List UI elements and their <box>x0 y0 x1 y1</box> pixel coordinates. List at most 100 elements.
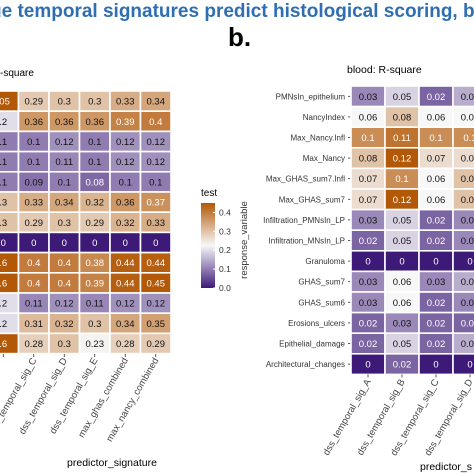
cell-value-label: 0.03 <box>461 215 474 226</box>
cell-value-label: 0.3 <box>88 319 101 330</box>
cell-value-label: 0.07 <box>359 195 378 206</box>
cell-value-label: 0.4 <box>27 258 40 269</box>
y-tick-label: NancyIndex <box>303 113 345 122</box>
cell-value-label: 0.06 <box>427 174 446 185</box>
panel-a-row: .6 0.28 0.3 0.23 0.28 0.29 <box>0 332 172 355</box>
cell-value-label: 0.03 <box>427 277 446 288</box>
cell-value-label: 0.34 <box>55 198 74 209</box>
cell-value-label: 0.1 <box>119 177 132 188</box>
legend-tick-label: 0.1 <box>219 264 231 274</box>
cell-value-label: .3 <box>0 218 7 229</box>
cell-value-label: 0.34 <box>116 319 135 330</box>
cell-value-label: 0.33 <box>147 218 166 229</box>
cell-value-label: 0.29 <box>25 97 44 108</box>
panel-b-row: Max_GHAS_sum7 0.07 0.12 0.06 0.08 <box>279 188 474 211</box>
cell-value-label: 0 <box>365 360 370 371</box>
cell-value-label: 0 <box>153 238 158 249</box>
cell-value-label: 0.44 <box>116 278 135 289</box>
cell-value-label: 0.36 <box>116 198 135 209</box>
figure-title-banner: ue temporal signatures predict histologi… <box>0 0 474 24</box>
panel-b-row: Granuloma 0 0 0 0 <box>305 250 474 273</box>
panel-b-row: Infiltration_PMNsIn_LP 0.03 0.05 0.02 0.03 <box>263 208 474 232</box>
cell-value-label: 0.07 <box>359 174 378 185</box>
y-tick-label: Max_GHAS_sum7.Infl <box>266 175 345 184</box>
cell-value-label: 0.3 <box>88 97 101 108</box>
y-tick-label: Max_GHAS_sum7 <box>279 195 346 204</box>
cell-value-label: 0 <box>92 238 97 249</box>
cell-value-label: 0.4 <box>58 258 71 269</box>
panel-b-row: Infiltration_MNsIn_LP 0.02 0.05 0.02 0.03 <box>269 229 474 252</box>
cell-value-label: 0 <box>62 238 67 249</box>
cell-value-label: 0 <box>31 238 36 249</box>
cell-value-label: 0.02 <box>461 318 474 329</box>
y-tick-label: Epithelial_damage <box>279 340 345 349</box>
cell-value-label: 0.29 <box>147 339 166 350</box>
cell-value-label: 0.04 <box>461 339 474 350</box>
cell-value-label: 0.3 <box>58 218 71 229</box>
cell-value-label: .05 <box>0 97 10 108</box>
cell-value-label: 0.1 <box>58 177 71 188</box>
cell-value-label: 0.32 <box>86 198 105 209</box>
cell-value-label: 0.34 <box>147 97 166 108</box>
panel-a-title: -square <box>0 68 34 79</box>
panel-a-row: .05 0.29 0.3 0.3 0.33 0.34 <box>0 90 172 113</box>
panel-b-row: Max_Nancy 0.08 0.12 0.07 0.07 <box>303 147 474 170</box>
cell-value-label: 0.12 <box>116 157 135 168</box>
cell-value-label: 0.1 <box>27 137 40 148</box>
cell-value-label: 0.44 <box>116 258 135 269</box>
cell-value-label: 0.12 <box>116 299 135 310</box>
cell-value-label: 0.45 <box>147 278 166 289</box>
panel-b-xlabel: predictor_s <box>420 461 472 473</box>
cell-value-label: .6 <box>0 339 7 350</box>
figure-title: ue temporal signatures predict histologi… <box>0 1 474 22</box>
cell-value-label: .1 <box>0 157 7 168</box>
cell-value-label: .3 <box>0 198 7 209</box>
legend-side-label: response_variable <box>239 201 250 279</box>
cell-value-label: 0.03 <box>461 298 474 309</box>
cell-value-label: 0.08 <box>86 177 105 188</box>
cell-value-label: 0.4 <box>58 278 71 289</box>
cell-value-label: 0.38 <box>86 258 105 269</box>
panel-a-xlabel: predictor_signature <box>67 457 157 469</box>
cell-value-label: 0.33 <box>25 198 44 209</box>
cell-value-label: 0.02 <box>427 339 446 350</box>
cell-value-label: 0.29 <box>25 218 44 229</box>
cell-value-label: 0.12 <box>55 137 74 148</box>
cell-value-label: 0.06 <box>461 112 474 123</box>
cell-value-label: 0.02 <box>427 215 446 226</box>
cell-value-label: 0.12 <box>147 137 166 148</box>
cell-value-label: 0.02 <box>359 318 378 329</box>
cell-value-label: .6 <box>0 258 7 269</box>
cell-value-label: 0 <box>467 257 472 268</box>
cell-value-label: 0.1 <box>429 133 442 144</box>
cell-value-label: 0.02 <box>359 339 378 350</box>
panel-b-row: GHAS_sum7 0.03 0.06 0.03 0.04 <box>298 270 474 293</box>
panel-b-row: Epithelial_damage 0.02 0.05 0.02 0.04 <box>279 332 474 355</box>
cell-value-label: 0.03 <box>359 298 378 309</box>
panel-a-row: .2 0.36 0.36 0.36 0.39 0.4 <box>0 110 172 133</box>
cell-value-label: 0.03 <box>359 277 378 288</box>
cell-value-label: 0.08 <box>461 195 474 206</box>
cell-value-label: 0.06 <box>393 277 412 288</box>
cell-value-label: 0.37 <box>147 198 166 209</box>
cell-value-label: 0.32 <box>116 218 135 229</box>
cell-value-label: 0 <box>1 238 6 249</box>
cell-value-label: 0.02 <box>427 298 446 309</box>
panel-a-row: 0 0 0 0 0 0 <box>0 231 172 254</box>
y-tick-label: Max_Nancy <box>303 154 345 163</box>
legend-colorbar <box>201 203 215 288</box>
cell-value-label: 0.05 <box>393 215 412 226</box>
cell-value-label: 0 <box>365 257 370 268</box>
panel-a-row: .1 0.1 0.12 0.1 0.12 0.12 <box>0 130 172 153</box>
cell-value-label: 0.3 <box>58 339 71 350</box>
panel-a-row: .6 0.4 0.4 0.39 0.44 0.45 <box>0 271 172 294</box>
cell-value-label: 0.06 <box>393 298 412 309</box>
cell-value-label: 0.05 <box>393 236 412 247</box>
cell-value-label: 0.03 <box>359 215 378 226</box>
cell-value-label: 0.05 <box>393 339 412 350</box>
cell-value-label: 0.23 <box>86 339 105 350</box>
y-tick-label: Infiltration_MNsIn_LP <box>269 237 345 246</box>
cell-value-label: .2 <box>0 299 7 310</box>
cell-value-label: .1 <box>0 137 7 148</box>
